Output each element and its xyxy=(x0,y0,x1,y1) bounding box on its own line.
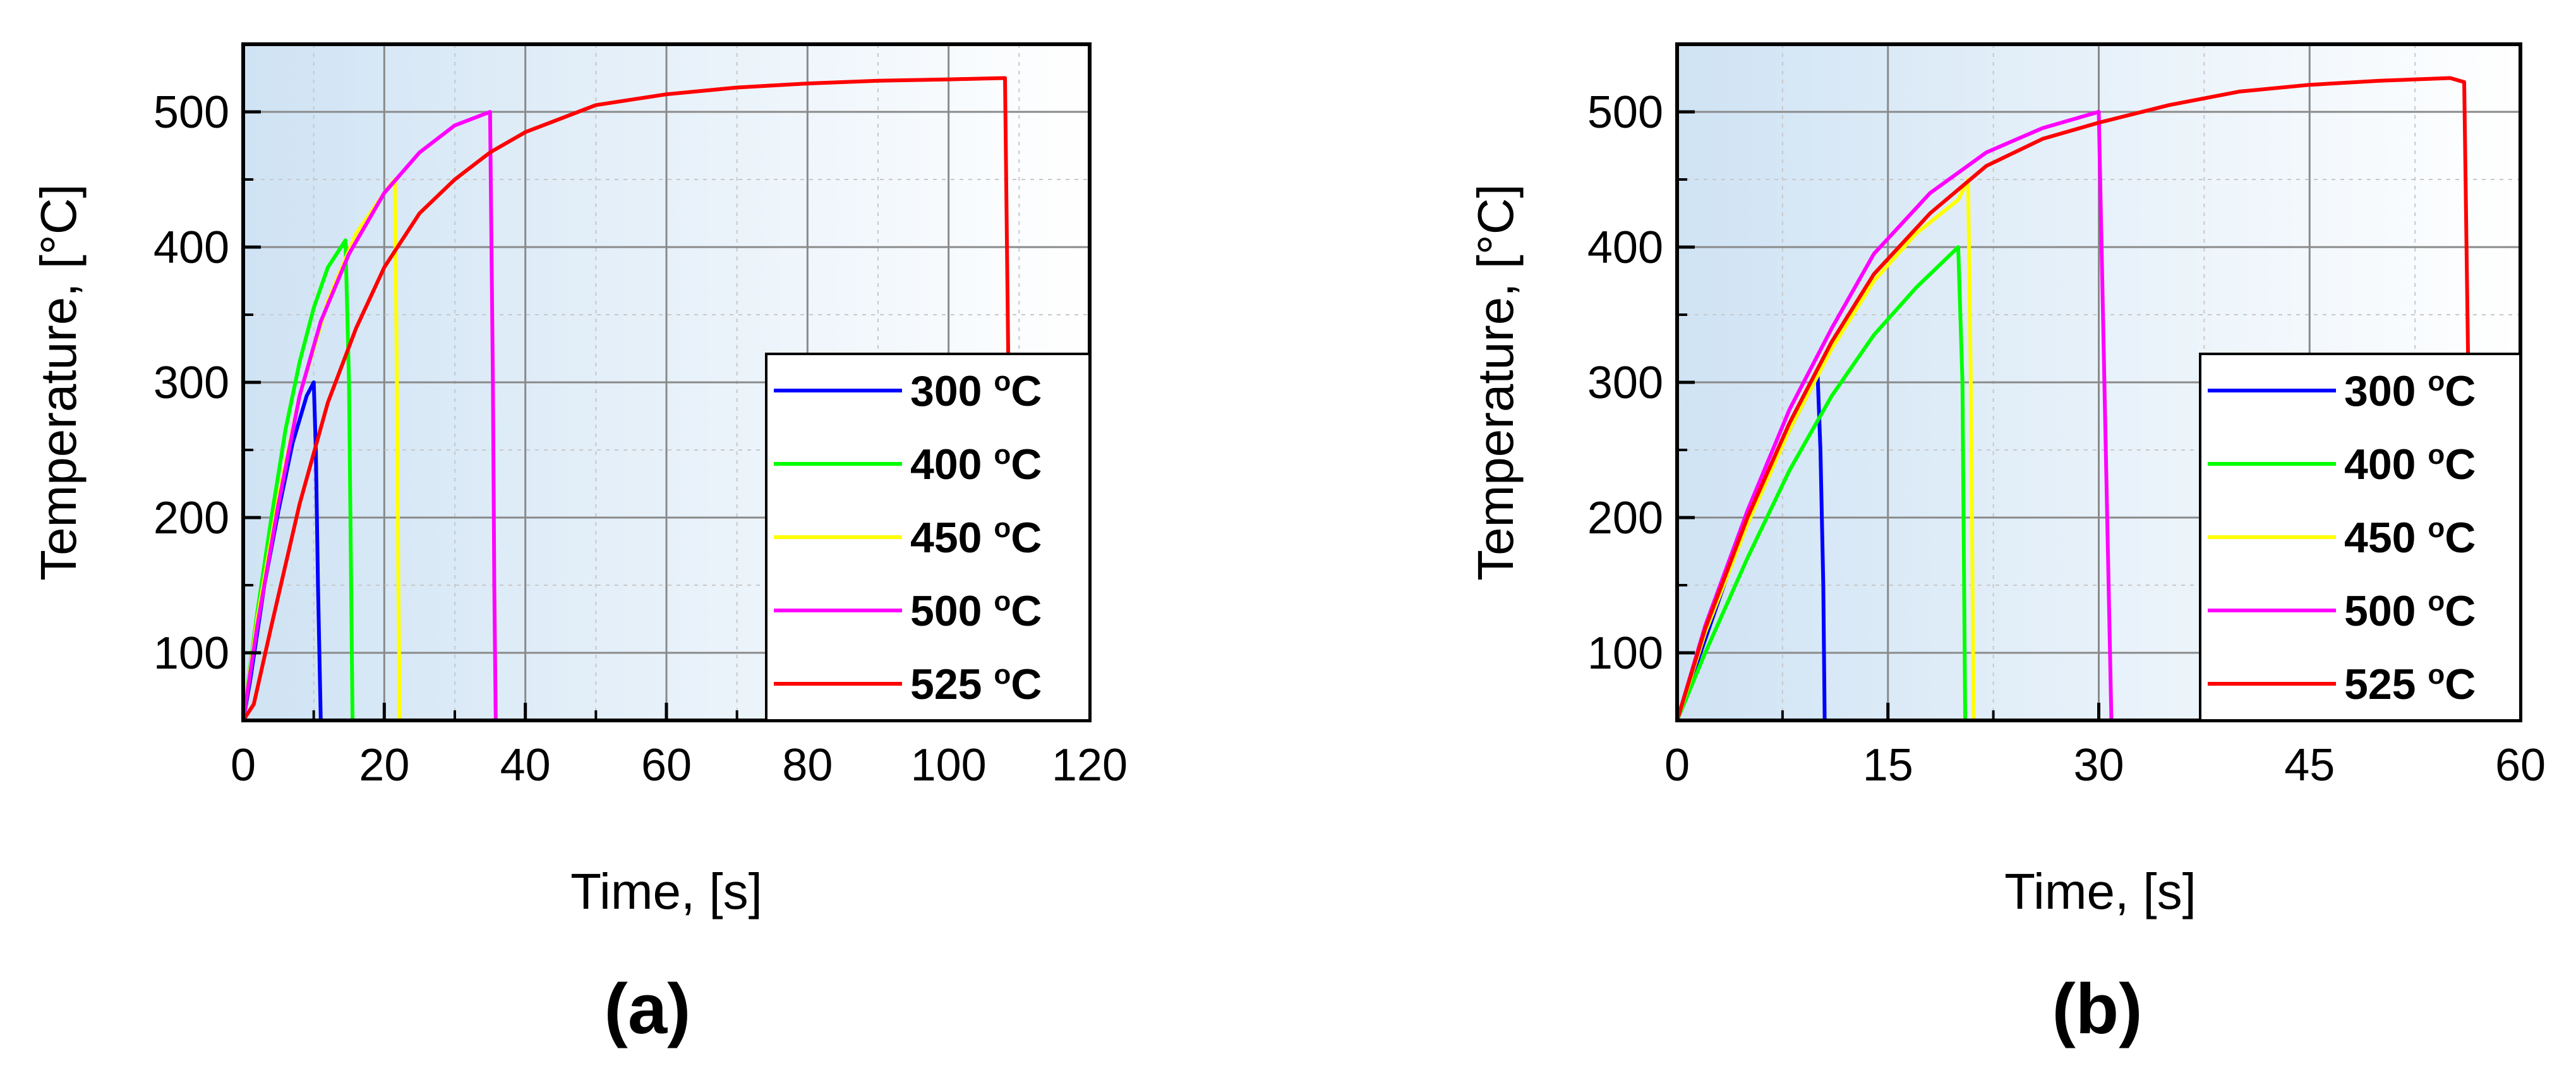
legend-label-300: 300 oC xyxy=(910,366,1042,415)
y-tick-label: 500 xyxy=(1587,87,1663,138)
legend-label-300: 300 oC xyxy=(2344,366,2476,415)
legend-label-500: 500 oC xyxy=(910,586,1042,635)
series-line-525 xyxy=(1677,76,2477,720)
x-tick-label: 100 xyxy=(911,740,987,791)
legend-label-400: 400 oC xyxy=(910,439,1042,488)
legend-b: 300 oC 400 oC 450 oC 500 oC 525 oC xyxy=(2199,353,2522,722)
legend-label-400: 400 oC xyxy=(2344,439,2476,488)
x-tick-label: 45 xyxy=(2284,740,2335,791)
x-axis-title-b: Time, [s] xyxy=(2004,863,2196,919)
y-tick-label: 400 xyxy=(1587,222,1663,273)
series-lines-b xyxy=(1677,76,2477,720)
y-tick-label: 100 xyxy=(1587,628,1663,679)
series-lines-a xyxy=(243,76,1014,720)
panel-label-a: (a) xyxy=(605,969,691,1048)
axis-ticks-b: 0 15 30 45 60 100 200 300 400 500 xyxy=(1587,43,2546,791)
series-line-400 xyxy=(243,238,355,720)
x-tick-label: 60 xyxy=(2495,740,2546,791)
panel-label-b: (b) xyxy=(2052,969,2142,1048)
y-tick-label: 400 xyxy=(153,222,229,273)
y-axis-title-a: Temperature, [°C] xyxy=(30,184,87,581)
series-line-525 xyxy=(243,76,1014,720)
axis-ticks-a: 0 20 40 60 80 100 120 100 200 300 400 500 xyxy=(153,43,1128,791)
x-tick-label: 30 xyxy=(2073,740,2124,791)
x-tick-label: 20 xyxy=(359,740,409,791)
legend-label-450: 450 oC xyxy=(910,513,1042,562)
series-line-500 xyxy=(243,110,498,720)
x-tick-label: 80 xyxy=(782,740,833,791)
legend-a: 300 oC 400 oC 450 oC 500 oC 525 oC xyxy=(765,353,1091,722)
x-tick-label: 0 xyxy=(231,740,256,791)
chart-panel-a: 0 20 40 60 80 100 120 100 200 300 400 500 Time, [s]… xyxy=(30,42,1128,1048)
y-axis-title-b: Temperature, [°C] xyxy=(1467,184,1524,581)
y-tick-label: 500 xyxy=(153,87,229,138)
chart-panel-b: 0 15 30 45 60 100 200 300 400 500 Time, [s] Tempe… xyxy=(1467,42,2546,1048)
series-line-450 xyxy=(1677,178,1976,720)
x-tick-label: 0 xyxy=(1664,740,1690,791)
x-tick-label: 15 xyxy=(1863,740,1913,791)
legend-label-500: 500 oC xyxy=(2344,586,2476,635)
legend-box xyxy=(2199,353,2522,722)
legend-label-525: 525 oC xyxy=(2344,659,2476,708)
y-tick-label: 300 xyxy=(153,358,229,408)
y-tick-label: 200 xyxy=(1587,493,1663,543)
x-tick-label: 40 xyxy=(500,740,551,791)
legend-label-450: 450 oC xyxy=(2344,513,2476,562)
series-line-500 xyxy=(1677,110,2114,720)
x-tick-label: 60 xyxy=(641,740,692,791)
x-tick-label: 120 xyxy=(1052,740,1128,791)
x-axis-title-a: Time, [s] xyxy=(570,863,762,919)
y-tick-label: 100 xyxy=(153,628,229,679)
y-tick-label: 200 xyxy=(153,493,229,543)
y-tick-label: 300 xyxy=(1587,358,1663,408)
series-line-400 xyxy=(1677,245,1968,720)
legend-label-525: 525 oC xyxy=(910,659,1042,708)
